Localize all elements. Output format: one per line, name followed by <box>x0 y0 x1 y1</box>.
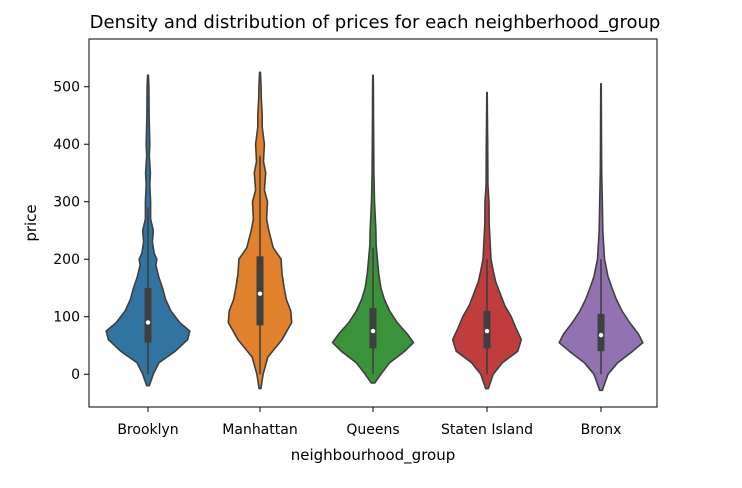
violin-median-point <box>145 320 151 325</box>
violin-iqr-box <box>369 308 377 349</box>
violin-body-queens <box>331 74 415 384</box>
x-tick-label: Brooklyn <box>117 422 178 438</box>
violin-group <box>105 71 644 392</box>
violin-median-point <box>484 328 490 334</box>
x-axis-label: neighbourhood_group <box>291 446 456 465</box>
violin-iqr-box <box>256 256 264 326</box>
violin-body-bronx <box>558 83 644 392</box>
violin-median-point <box>257 291 263 296</box>
y-tick-label: 0 <box>71 367 80 383</box>
y-tick-label: 400 <box>53 137 80 153</box>
y-tick-label: 100 <box>53 310 80 326</box>
violin-iqr-box <box>144 287 152 343</box>
x-tick-label: Bronx <box>581 422 622 438</box>
x-tick-label: Manhattan <box>222 422 297 438</box>
violin-body-staten-island <box>451 91 523 390</box>
y-tick-label: 500 <box>53 80 80 96</box>
x-axis: Brooklyn Manhattan Queens Staten Island Bron… <box>117 407 621 438</box>
y-axis-label: price <box>22 204 40 241</box>
violin-iqr-box <box>597 313 605 352</box>
x-tick-label: Staten Island <box>441 422 533 438</box>
y-tick-label: 200 <box>53 252 80 268</box>
y-axis: 0 100 200 300 400 500 <box>53 80 89 383</box>
y-tick-label: 300 <box>53 195 80 211</box>
chart-title: Density and distribution of prices for e… <box>90 12 661 33</box>
x-tick-label: Queens <box>346 422 399 438</box>
violin-median-point <box>598 332 604 338</box>
violin-median-point <box>370 328 376 334</box>
